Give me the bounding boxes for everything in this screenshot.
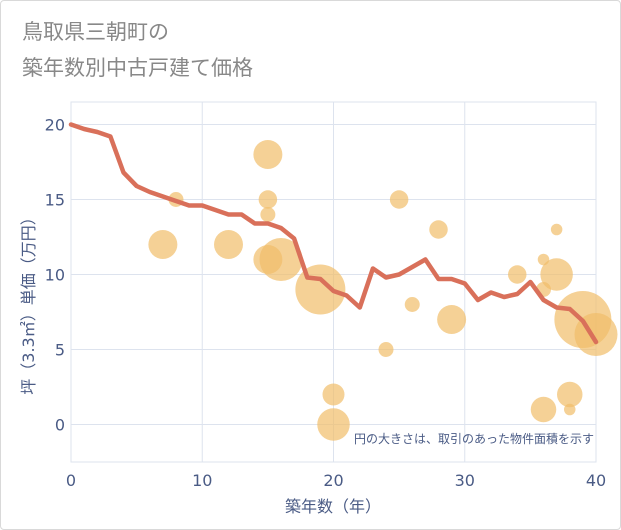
x-tick-label: 30 <box>455 471 475 490</box>
y-tick-label: 20 <box>45 116 65 135</box>
x-tick-label: 10 <box>192 471 212 490</box>
y-tick-label: 0 <box>55 416 65 435</box>
y-tick-label: 15 <box>45 191 65 210</box>
scatter-point <box>404 297 420 312</box>
scatter-point <box>540 258 573 291</box>
scatter-point <box>253 140 283 169</box>
tick-layer: 0 10 20 30 40 0 5 10 15 20 <box>45 116 607 491</box>
x-tick-label: 0 <box>66 471 76 490</box>
scatter-point <box>557 381 583 408</box>
scatter-point <box>508 265 527 284</box>
scatter-point <box>322 383 345 406</box>
scatter-point <box>429 220 448 239</box>
x-tick-label: 40 <box>586 471 606 490</box>
scatter-point <box>564 403 576 416</box>
x-tick-label: 20 <box>323 471 343 490</box>
chart-title-line1: 鳥取県三朝町の <box>22 20 169 44</box>
scatter-point <box>258 190 278 209</box>
scatter-point <box>295 264 346 315</box>
average-price-line <box>68 122 599 345</box>
y-tick-label: 10 <box>45 266 65 285</box>
scatter-point <box>260 207 276 222</box>
chart-title: 鳥取県三朝町の 築年数別中古戸建て価格 <box>22 14 253 86</box>
bubble-size-note: 円の大きさは、取引のあった物件面積を示す <box>354 431 594 446</box>
scatter-point <box>530 396 557 423</box>
line-layer <box>68 122 599 345</box>
scatter-point <box>148 230 178 259</box>
scatter-point <box>550 223 563 236</box>
chart-title-line2: 築年数別中古戸建て価格 <box>22 56 253 80</box>
scatter-point <box>317 408 350 441</box>
y-tick-label: 5 <box>55 341 65 360</box>
scatter-point <box>259 238 303 281</box>
scatter-point <box>389 190 409 209</box>
scatter-point <box>437 305 467 334</box>
y-axis-title: 坪（3.3㎡）単価（万円） <box>19 209 38 394</box>
scatter-point <box>214 230 243 259</box>
scatter-point <box>378 342 394 357</box>
x-axis-title: 築年数（年） <box>285 497 381 516</box>
